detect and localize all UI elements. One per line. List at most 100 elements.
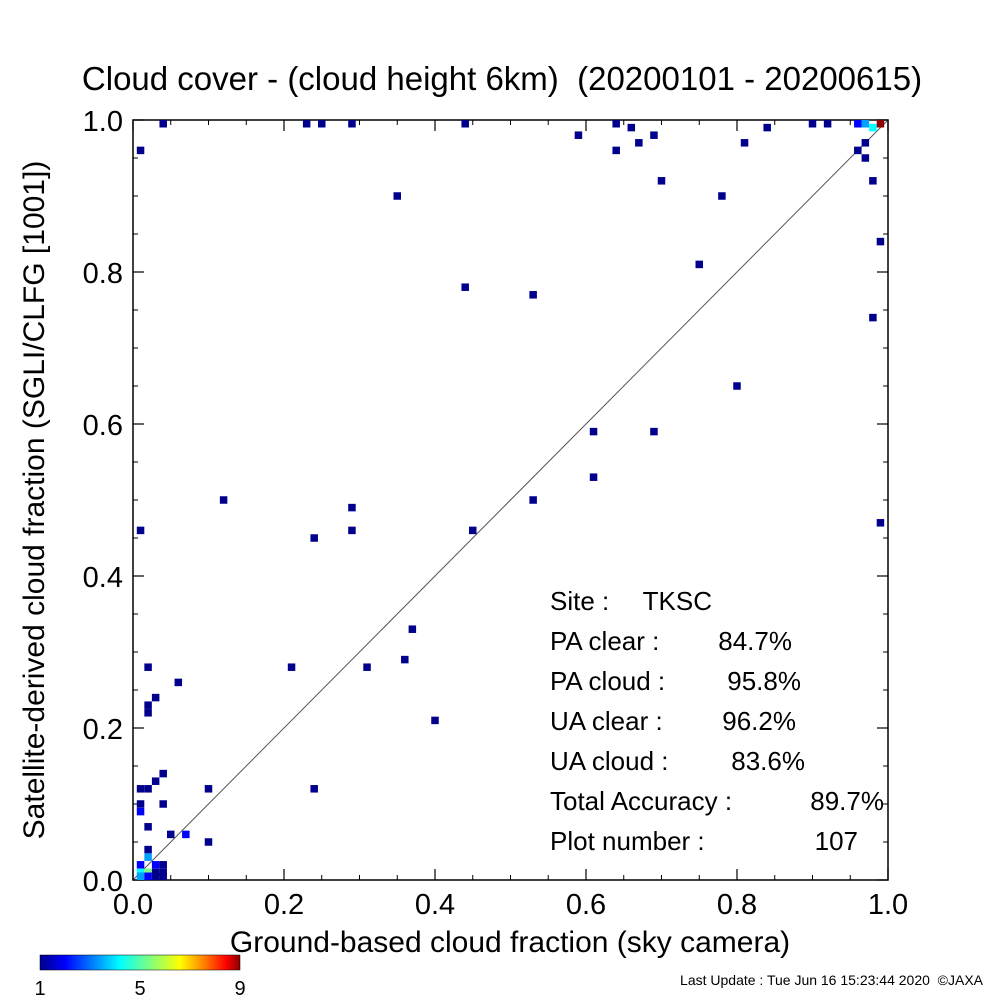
one-to-one-line xyxy=(132,119,889,881)
x-tick-label: 0.8 xyxy=(717,889,757,921)
data-point xyxy=(159,872,167,880)
data-point xyxy=(695,260,703,269)
y-axis-label: Satellite-derived cloud fraction (SGLI/C… xyxy=(18,161,51,840)
x-tick-label: 0.0 xyxy=(113,889,153,921)
data-point xyxy=(408,625,417,633)
x-tick-label: 1.0 xyxy=(868,889,908,921)
stat-value: 84.7% xyxy=(718,626,792,656)
data-point xyxy=(635,139,643,147)
data-point xyxy=(310,785,318,793)
data-point xyxy=(318,120,326,128)
data-point xyxy=(854,146,862,155)
data-point xyxy=(574,131,583,139)
data-point xyxy=(650,427,658,436)
data-point xyxy=(136,526,145,535)
data-point xyxy=(144,868,152,877)
data-point xyxy=(808,120,817,128)
data-point xyxy=(144,823,152,831)
data-point xyxy=(869,123,877,132)
data-point xyxy=(348,120,356,128)
data-point xyxy=(740,139,749,147)
colorbar-mid-label: 5 xyxy=(134,978,145,1000)
x-axis-label: Ground-based cloud fraction (sky camera) xyxy=(230,926,790,959)
data-point xyxy=(219,496,228,504)
last-update-text: Last Update : Tue Jun 16 15:23:44 2020 ©… xyxy=(680,972,984,988)
stat-value: 95.8% xyxy=(727,666,801,696)
data-point xyxy=(136,785,145,793)
data-point xyxy=(151,777,160,785)
data-point xyxy=(144,709,152,717)
data-point xyxy=(861,139,870,147)
data-points xyxy=(136,120,885,880)
y-tick-label: 1.0 xyxy=(83,106,123,138)
data-point xyxy=(159,769,167,778)
data-point xyxy=(529,496,537,504)
data-point xyxy=(136,146,145,155)
data-point xyxy=(657,177,666,185)
y-tick-label: 0.4 xyxy=(83,562,123,594)
data-point xyxy=(159,800,167,808)
data-point xyxy=(151,872,160,880)
data-point xyxy=(529,291,537,299)
data-point xyxy=(144,853,152,861)
data-point xyxy=(461,283,469,291)
data-point xyxy=(159,120,167,128)
data-point xyxy=(136,872,145,880)
data-point xyxy=(733,382,741,390)
data-point xyxy=(136,868,145,877)
data-point xyxy=(182,830,190,839)
data-point xyxy=(461,120,469,128)
stat-label: UA clear : xyxy=(550,706,663,736)
data-point xyxy=(431,716,439,725)
data-point xyxy=(167,830,175,839)
data-point xyxy=(151,693,160,702)
data-point xyxy=(854,120,862,128)
data-point xyxy=(876,120,885,128)
y-tick-label: 0.0 xyxy=(83,866,123,898)
data-point xyxy=(469,526,477,535)
data-point xyxy=(136,861,145,869)
data-point xyxy=(650,131,658,139)
data-point xyxy=(144,701,152,709)
data-point xyxy=(612,146,620,155)
data-point xyxy=(393,192,401,200)
data-point xyxy=(363,663,371,671)
data-point xyxy=(627,123,636,132)
x-tick-label: 0.6 xyxy=(566,889,606,921)
y-tick-label: 0.2 xyxy=(83,714,123,746)
stat-value: TKSC xyxy=(643,586,712,616)
x-tick-label: 0.4 xyxy=(415,889,455,921)
colorbar xyxy=(39,954,241,971)
data-point xyxy=(287,663,296,671)
y-tick-label: 0.6 xyxy=(83,410,123,442)
stat-label: PA clear : xyxy=(550,626,659,656)
y-tick-label: 0.8 xyxy=(83,258,123,290)
data-point xyxy=(589,427,598,436)
data-point xyxy=(302,120,311,128)
data-point xyxy=(151,861,160,869)
data-point xyxy=(144,872,152,880)
data-point xyxy=(136,800,145,808)
data-point xyxy=(763,123,771,132)
data-point xyxy=(401,655,409,664)
data-point xyxy=(861,154,870,162)
stats-block: Site : TKSC PA clear : 84.7% PA cloud : 95.8%… xyxy=(550,586,884,856)
data-point xyxy=(589,473,598,481)
data-point xyxy=(718,192,726,200)
data-point xyxy=(348,526,356,535)
data-point xyxy=(869,177,877,185)
stat-value: 107 xyxy=(815,826,858,856)
axis-ticks: 0.0 0.2 0.4 0.6 0.8 1.0 0.0 0.2 0.4 0.6 0.8 1.0 xyxy=(83,106,908,921)
x-tick-label: 0.2 xyxy=(264,889,304,921)
data-point xyxy=(151,868,160,877)
data-point xyxy=(204,785,213,793)
colorbar-min-label: 1 xyxy=(34,978,45,1000)
data-point xyxy=(174,678,183,687)
data-point xyxy=(159,861,167,869)
data-point xyxy=(144,785,152,793)
stat-label: Plot number : xyxy=(550,826,705,856)
stat-value: 96.2% xyxy=(722,706,796,736)
data-point xyxy=(348,503,356,512)
stat-value: 83.6% xyxy=(731,746,805,776)
data-point xyxy=(823,120,832,128)
